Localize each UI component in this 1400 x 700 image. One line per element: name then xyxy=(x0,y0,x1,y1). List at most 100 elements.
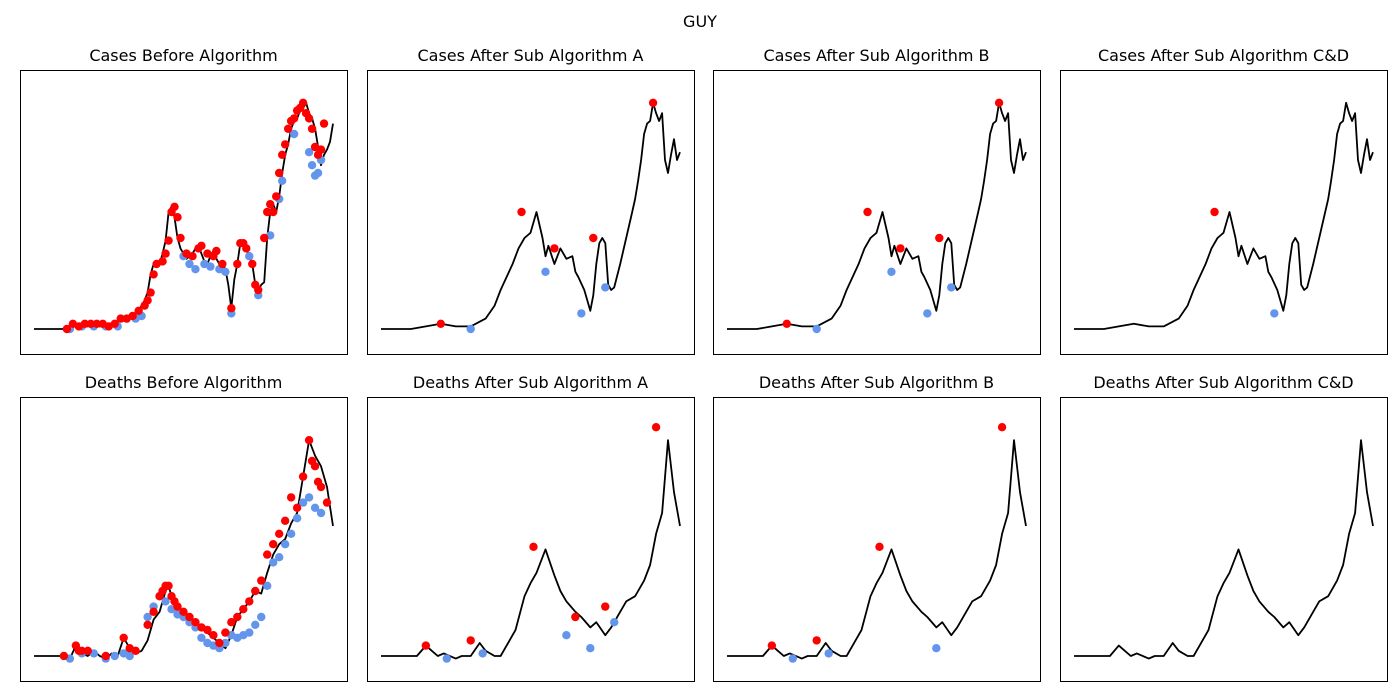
peak-point xyxy=(421,641,431,650)
peak-point xyxy=(233,259,242,269)
subplot-title: Cases After Sub Algorithm C&D xyxy=(1098,46,1349,65)
trough-point xyxy=(206,262,215,271)
peak-point xyxy=(77,646,87,655)
peak-point xyxy=(304,114,314,123)
peak-point xyxy=(601,602,610,611)
trough-point xyxy=(161,597,170,606)
subplot-3: Cases After Sub Algorithm B xyxy=(713,46,1041,355)
peak-point xyxy=(1210,207,1219,217)
peak-point xyxy=(304,436,314,445)
peak-point xyxy=(648,98,658,108)
peak-point xyxy=(571,612,580,622)
peak-point xyxy=(134,306,143,315)
subplot-title: Deaths After Sub Algorithm C&D xyxy=(1093,373,1353,392)
peak-point xyxy=(260,233,269,243)
peak-point xyxy=(280,140,290,149)
peak-point xyxy=(292,503,302,512)
subplot-7: Deaths After Sub Algorithm B xyxy=(713,373,1041,682)
peak-point xyxy=(310,462,320,471)
peak-point xyxy=(266,200,275,209)
trough-point xyxy=(280,540,290,549)
peak-point xyxy=(289,114,299,123)
trough-point xyxy=(562,631,571,640)
peak-point xyxy=(283,124,293,133)
trough-point xyxy=(304,493,314,502)
peak-point xyxy=(997,423,1007,432)
peak-point xyxy=(191,618,200,627)
trough-point xyxy=(577,309,586,318)
peak-point xyxy=(863,207,872,217)
peak-point xyxy=(322,498,332,507)
trough-point xyxy=(274,553,284,562)
peak-point xyxy=(263,207,272,217)
peak-point xyxy=(248,259,257,269)
peak-point xyxy=(212,246,221,256)
peak-point xyxy=(319,119,329,128)
peak-point xyxy=(173,602,182,611)
trough-point xyxy=(824,649,833,658)
peak-point xyxy=(227,304,236,313)
peak-point xyxy=(131,646,140,655)
trough-point xyxy=(316,508,326,518)
trough-point xyxy=(307,161,317,170)
trough-point xyxy=(269,558,278,567)
trough-point xyxy=(292,514,302,523)
peak-point xyxy=(185,612,194,622)
series-line xyxy=(34,101,334,330)
trough-point xyxy=(143,612,152,622)
peak-point xyxy=(550,244,559,253)
series-line xyxy=(34,439,334,660)
trough-point xyxy=(788,654,797,663)
subplot-title: Cases Before Algorithm xyxy=(89,46,277,65)
peak-point xyxy=(436,319,445,328)
peak-point xyxy=(277,150,287,159)
peak-point xyxy=(529,542,538,551)
trough-point xyxy=(310,503,320,512)
peak-point xyxy=(245,597,254,606)
peak-point xyxy=(170,202,179,211)
peak-point xyxy=(149,270,158,279)
peak-point xyxy=(188,252,197,261)
peak-point xyxy=(110,319,119,328)
peak-point xyxy=(218,259,227,269)
trough-point xyxy=(221,638,230,648)
plot-frame xyxy=(367,397,695,682)
peak-point xyxy=(233,612,242,622)
trough-point xyxy=(923,309,932,318)
trough-point xyxy=(947,283,956,292)
trough-point xyxy=(221,267,230,276)
peak-point xyxy=(92,319,101,328)
trough-point xyxy=(185,259,194,269)
trough-point xyxy=(466,324,475,334)
peak-point xyxy=(158,257,167,266)
trough-point xyxy=(442,654,451,663)
subplot-8: Deaths After Sub Algorithm C&D xyxy=(1060,373,1388,682)
series-line xyxy=(727,101,1027,330)
trough-point xyxy=(191,265,200,274)
subplot-title: Deaths After Sub Algorithm B xyxy=(759,373,994,392)
subplot-6: Deaths After Sub Algorithm A xyxy=(367,373,695,682)
trough-point xyxy=(245,628,254,637)
trough-point xyxy=(610,618,619,627)
peak-point xyxy=(179,607,188,616)
trough-point xyxy=(304,148,314,157)
peak-point xyxy=(298,472,308,481)
peak-point xyxy=(101,651,110,661)
peak-point xyxy=(517,207,526,217)
plot-frame xyxy=(713,70,1041,355)
peak-point xyxy=(269,540,278,549)
peak-point xyxy=(651,423,661,432)
plot-frame xyxy=(20,70,348,355)
peak-point xyxy=(274,168,284,178)
peak-point xyxy=(143,620,152,629)
peak-point xyxy=(215,638,224,648)
peak-point xyxy=(257,576,266,585)
peak-point xyxy=(116,314,125,323)
trough-point xyxy=(313,168,323,178)
peak-point xyxy=(994,98,1004,108)
peak-point xyxy=(280,516,290,525)
subplot-5: Deaths Before Algorithm xyxy=(20,373,348,682)
trough-point xyxy=(197,633,206,642)
peak-point xyxy=(466,636,475,645)
peak-point xyxy=(307,124,317,133)
